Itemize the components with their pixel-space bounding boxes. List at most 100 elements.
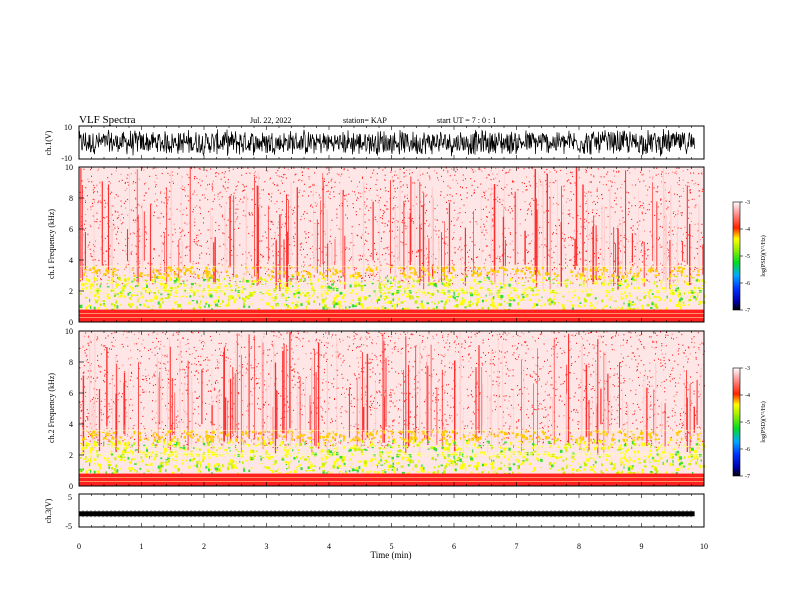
spectrogram-pixel bbox=[182, 230, 184, 232]
spectrogram-pixel bbox=[421, 422, 423, 424]
spectrogram-pixel bbox=[201, 252, 203, 254]
spectrogram-pixel bbox=[251, 403, 253, 405]
spectrogram-pixel bbox=[141, 206, 142, 208]
spectrogram-band-pixel bbox=[536, 289, 539, 292]
spectrogram-band-pixel bbox=[631, 281, 633, 285]
spectrogram-band-pixel bbox=[207, 271, 210, 273]
spectrogram-pixel bbox=[246, 426, 248, 428]
spectrogram-pixel bbox=[622, 245, 624, 247]
spectrogram-band-pixel bbox=[688, 291, 690, 294]
spectrogram-pixel bbox=[523, 333, 525, 335]
spectrogram-band-pixel bbox=[294, 306, 297, 309]
spectrogram-pixel bbox=[442, 238, 443, 240]
spectrogram-pixel bbox=[422, 340, 424, 342]
spectrogram-pixel bbox=[263, 350, 265, 352]
spectrogram-pixel bbox=[598, 278, 600, 280]
spectrogram-pixel bbox=[319, 265, 321, 268]
spectrogram-pixel bbox=[314, 211, 316, 213]
spectrogram-pixel bbox=[128, 263, 130, 265]
spectrogram-pixel bbox=[468, 256, 470, 258]
spectrogram-pixel bbox=[148, 358, 150, 360]
spectrogram-pixel bbox=[93, 187, 95, 189]
spectrogram-band-pixel bbox=[440, 291, 444, 294]
spectrogram-pixel bbox=[496, 274, 498, 276]
spectrogram-pixel bbox=[391, 230, 393, 232]
spectrogram-band-pixel bbox=[94, 276, 96, 279]
spectrogram-band-pixel bbox=[407, 293, 411, 296]
spectrogram-band-pixel bbox=[619, 271, 621, 274]
spectrogram-pixel bbox=[125, 407, 127, 409]
spectrogram-pixel bbox=[596, 189, 598, 191]
spectrogram-pixel bbox=[217, 364, 218, 366]
spectrogram-pixel bbox=[233, 228, 235, 230]
spectrogram-pixel bbox=[326, 184, 328, 186]
spectrogram-pixel bbox=[254, 171, 256, 173]
spectrogram-pixel bbox=[244, 263, 246, 265]
spectrogram-band-pixel bbox=[293, 293, 296, 296]
spectrogram-pixel bbox=[310, 358, 312, 360]
spectrogram-pixel bbox=[448, 200, 450, 202]
spectrogram-pixel bbox=[575, 411, 577, 413]
spectrogram-pixel bbox=[668, 231, 670, 233]
spectrogram-band-pixel bbox=[696, 279, 700, 283]
spectrogram-pixel bbox=[314, 223, 316, 225]
spectrogram-pixel bbox=[268, 442, 270, 444]
spectrogram-pixel bbox=[579, 252, 581, 254]
spectrogram-band-pixel bbox=[700, 287, 702, 290]
spectrogram-band-pixel bbox=[305, 292, 308, 296]
spectrogram-pixel bbox=[370, 274, 372, 277]
spectrogram-pixel bbox=[313, 276, 315, 278]
spectrogram-band-pixel bbox=[599, 276, 602, 280]
spectrogram-pixel bbox=[388, 431, 390, 433]
spectrogram-pixel bbox=[545, 245, 547, 247]
spectrogram-pixel bbox=[133, 281, 135, 283]
spectrogram-band-pixel bbox=[216, 299, 219, 302]
spectrogram-pixel bbox=[353, 269, 355, 271]
spectrogram-band-pixel bbox=[298, 296, 300, 299]
spectrogram-pixel bbox=[200, 245, 202, 247]
spectrogram-pixel bbox=[203, 222, 204, 224]
spectrogram-band-pixel bbox=[146, 282, 148, 285]
spectrogram-band-pixel bbox=[633, 286, 636, 290]
spectrogram-pixel bbox=[591, 221, 593, 223]
spectrogram-band-pixel bbox=[533, 267, 537, 270]
spectrogram-pixel bbox=[306, 270, 308, 273]
spectrogram-pixel bbox=[258, 382, 260, 384]
spectrogram-pixel bbox=[114, 249, 115, 251]
spectrogram-band-pixel bbox=[380, 294, 382, 298]
spectrogram-pixel bbox=[268, 373, 270, 375]
spectrogram-pixel bbox=[451, 367, 453, 369]
spectrogram-pixel bbox=[334, 398, 335, 400]
spectrogram-band-pixel bbox=[703, 294, 706, 298]
spectrogram-pixel bbox=[138, 367, 140, 370]
spectrogram-pixel bbox=[400, 241, 402, 243]
spectrogram-pixel bbox=[447, 172, 449, 174]
spectrogram-pixel bbox=[412, 182, 414, 184]
spectrogram-pixel bbox=[86, 275, 88, 277]
spectrogram-pixel bbox=[597, 252, 599, 254]
spectrogram-pixel bbox=[379, 261, 381, 263]
spectrogram-band-pixel bbox=[442, 289, 445, 293]
spectrogram-pixel bbox=[221, 214, 223, 216]
spectrogram-pixel bbox=[187, 393, 189, 395]
spectrogram-pixel bbox=[658, 272, 660, 275]
spectrogram-pixel bbox=[596, 238, 598, 240]
spectrogram-pixel bbox=[586, 280, 588, 282]
spectrogram-band-pixel bbox=[569, 301, 572, 302]
spectrogram-pixel bbox=[661, 345, 663, 347]
spectrogram-pixel bbox=[294, 278, 296, 280]
spectrogram-pixel bbox=[169, 174, 171, 176]
spectrogram-pixel bbox=[193, 208, 194, 211]
spectrogram-band-pixel bbox=[198, 303, 201, 305]
spectrogram-pixel bbox=[375, 200, 377, 202]
spectrogram-pixel bbox=[100, 371, 102, 373]
spectrogram-pixel bbox=[598, 263, 600, 265]
spectrogram-pixel bbox=[388, 220, 390, 222]
spectrogram-band-pixel bbox=[93, 278, 96, 281]
spectrogram-band-pixel bbox=[330, 275, 332, 278]
spectrogram-band-pixel bbox=[112, 267, 116, 270]
spectrogram-band-pixel bbox=[229, 295, 233, 299]
spectrogram-pixel bbox=[209, 335, 211, 338]
spectrogram-band-pixel bbox=[602, 308, 605, 311]
spectrogram-pixel bbox=[501, 255, 503, 257]
